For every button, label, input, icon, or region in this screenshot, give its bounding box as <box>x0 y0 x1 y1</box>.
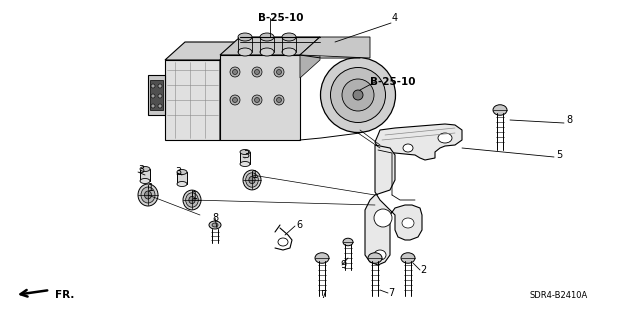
Ellipse shape <box>140 179 150 183</box>
Text: 9: 9 <box>340 260 346 270</box>
Ellipse shape <box>368 253 382 263</box>
Ellipse shape <box>138 184 158 206</box>
Text: 8: 8 <box>566 115 572 125</box>
Ellipse shape <box>230 67 240 77</box>
Ellipse shape <box>282 33 296 41</box>
Text: FR.: FR. <box>55 290 74 300</box>
Text: 5: 5 <box>556 150 563 160</box>
Ellipse shape <box>232 98 237 102</box>
Ellipse shape <box>374 250 386 260</box>
Ellipse shape <box>282 48 296 56</box>
Ellipse shape <box>278 238 288 246</box>
Ellipse shape <box>276 70 282 75</box>
Text: 4: 4 <box>392 13 398 23</box>
Text: 2: 2 <box>420 265 426 275</box>
Text: 1: 1 <box>252 170 258 180</box>
Ellipse shape <box>243 170 261 190</box>
Polygon shape <box>300 37 370 58</box>
Polygon shape <box>240 152 250 164</box>
Ellipse shape <box>240 150 250 154</box>
Polygon shape <box>300 37 320 78</box>
Polygon shape <box>177 172 187 184</box>
Polygon shape <box>365 145 422 265</box>
Ellipse shape <box>276 98 282 102</box>
Ellipse shape <box>343 238 353 246</box>
Text: 1: 1 <box>192 191 198 201</box>
Ellipse shape <box>260 33 274 41</box>
Ellipse shape <box>140 167 150 172</box>
Ellipse shape <box>151 94 155 98</box>
Ellipse shape <box>274 67 284 77</box>
Ellipse shape <box>158 104 162 108</box>
Text: 6: 6 <box>296 220 302 230</box>
Polygon shape <box>220 37 320 55</box>
Text: B-25-10: B-25-10 <box>370 77 415 87</box>
Ellipse shape <box>145 191 152 199</box>
Ellipse shape <box>189 197 195 204</box>
Ellipse shape <box>232 70 237 75</box>
Ellipse shape <box>342 79 374 111</box>
Polygon shape <box>148 75 165 115</box>
Ellipse shape <box>402 218 414 228</box>
Polygon shape <box>140 169 150 181</box>
Ellipse shape <box>141 187 155 203</box>
Ellipse shape <box>177 169 187 174</box>
Ellipse shape <box>238 48 252 56</box>
Text: B-25-10: B-25-10 <box>258 13 303 23</box>
Text: SDR4-B2410A: SDR4-B2410A <box>530 291 588 300</box>
Ellipse shape <box>158 84 162 88</box>
Ellipse shape <box>353 90 363 100</box>
Ellipse shape <box>255 70 259 75</box>
Ellipse shape <box>260 48 274 56</box>
Ellipse shape <box>403 144 413 152</box>
Ellipse shape <box>177 182 187 187</box>
Ellipse shape <box>438 133 452 143</box>
Text: 3: 3 <box>138 165 144 175</box>
Ellipse shape <box>374 209 392 227</box>
Ellipse shape <box>274 95 284 105</box>
Text: 8: 8 <box>212 213 218 223</box>
Polygon shape <box>150 80 163 110</box>
Polygon shape <box>220 55 300 140</box>
Ellipse shape <box>238 33 252 41</box>
Ellipse shape <box>493 105 507 115</box>
Ellipse shape <box>255 98 259 102</box>
Ellipse shape <box>209 221 221 229</box>
Ellipse shape <box>158 94 162 98</box>
Text: 7: 7 <box>320 290 326 300</box>
Ellipse shape <box>252 95 262 105</box>
Polygon shape <box>375 124 462 160</box>
Ellipse shape <box>212 223 218 227</box>
Polygon shape <box>165 42 240 60</box>
Ellipse shape <box>330 68 385 122</box>
Ellipse shape <box>249 176 255 184</box>
Ellipse shape <box>321 57 396 132</box>
Ellipse shape <box>401 253 415 263</box>
Ellipse shape <box>230 95 240 105</box>
Text: 1: 1 <box>148 183 154 193</box>
Ellipse shape <box>252 67 262 77</box>
Text: 3: 3 <box>243 150 249 160</box>
Ellipse shape <box>183 190 201 210</box>
Ellipse shape <box>186 193 198 207</box>
Ellipse shape <box>315 253 329 263</box>
Ellipse shape <box>240 161 250 167</box>
Polygon shape <box>165 60 220 140</box>
Polygon shape <box>220 42 240 140</box>
Ellipse shape <box>151 84 155 88</box>
Ellipse shape <box>246 173 259 187</box>
Text: 3: 3 <box>175 167 181 177</box>
Ellipse shape <box>151 104 155 108</box>
Text: 7: 7 <box>388 288 394 298</box>
